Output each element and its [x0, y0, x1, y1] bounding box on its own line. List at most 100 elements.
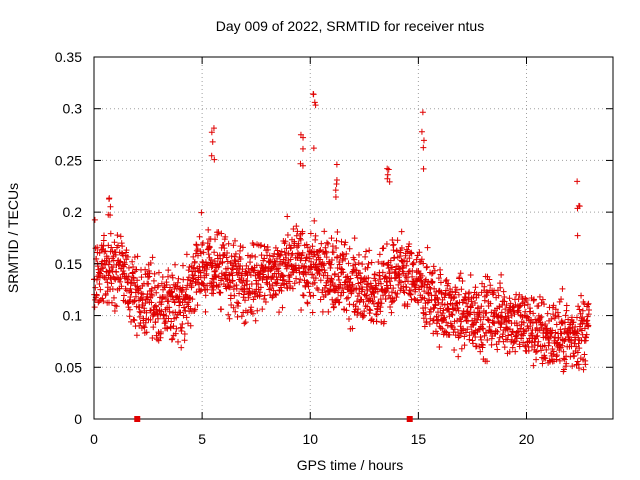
data-point	[97, 268, 104, 275]
data-point	[515, 328, 522, 335]
data-point	[573, 314, 580, 321]
data-point	[215, 229, 222, 236]
data-point	[497, 284, 504, 291]
data-point	[470, 330, 477, 337]
data-point	[148, 285, 155, 292]
data-point	[338, 238, 345, 245]
data-point	[217, 289, 224, 296]
data-point	[514, 308, 521, 315]
data-point	[259, 306, 266, 313]
data-point	[481, 283, 488, 290]
data-point	[506, 348, 513, 355]
data-point	[189, 296, 196, 303]
data-point	[243, 262, 250, 269]
data-point	[288, 252, 295, 259]
data-point	[422, 311, 429, 318]
data-point	[93, 292, 100, 299]
data-point	[291, 280, 298, 287]
data-point	[448, 322, 455, 329]
y-tick-label: 0.2	[63, 204, 83, 220]
data-point	[318, 240, 325, 247]
data-point	[380, 245, 387, 252]
data-point	[208, 152, 215, 159]
x-tick-label: 5	[198, 431, 206, 447]
data-point	[299, 145, 306, 152]
data-point	[150, 324, 157, 331]
data-point	[441, 314, 448, 321]
data-point	[442, 287, 449, 294]
data-point	[537, 321, 544, 328]
data-point	[229, 272, 236, 279]
data-point	[310, 292, 317, 299]
data-point	[522, 295, 529, 302]
data-point	[390, 247, 397, 254]
data-point	[179, 284, 186, 291]
data-point	[99, 295, 106, 302]
data-point	[191, 272, 198, 279]
data-point	[413, 256, 420, 263]
data-point	[549, 327, 556, 334]
data-point	[546, 339, 553, 346]
data-point	[580, 366, 587, 373]
data-point	[449, 301, 456, 308]
data-point	[569, 363, 576, 370]
data-point	[365, 274, 372, 281]
data-point	[443, 319, 450, 326]
data-point	[169, 274, 176, 281]
data-point	[162, 318, 169, 325]
data-point	[111, 275, 118, 282]
data-point	[521, 302, 528, 309]
data-point	[380, 260, 387, 267]
data-point	[577, 310, 584, 317]
data-point	[563, 307, 570, 314]
data-point	[150, 277, 157, 284]
data-point	[175, 338, 182, 345]
data-point	[249, 252, 256, 259]
data-point	[205, 251, 212, 258]
data-point	[351, 235, 358, 242]
data-point	[336, 277, 342, 284]
data-point	[385, 285, 392, 292]
data-point	[217, 255, 224, 262]
data-point	[311, 99, 318, 106]
data-point	[215, 273, 222, 280]
data-point	[464, 326, 471, 333]
data-point	[270, 287, 277, 294]
data-point	[454, 305, 461, 312]
data-point	[316, 248, 323, 255]
data-point	[208, 129, 215, 136]
data-point	[303, 241, 310, 248]
data-point	[371, 293, 378, 300]
data-point	[384, 278, 391, 285]
data-point	[306, 255, 313, 262]
data-point	[401, 289, 408, 296]
data-point	[152, 303, 159, 310]
data-point	[362, 253, 369, 260]
data-point	[200, 249, 207, 256]
data-point	[332, 187, 339, 194]
data-point	[495, 292, 502, 299]
data-point	[458, 286, 465, 293]
data-point	[173, 314, 180, 321]
data-point	[393, 294, 400, 301]
data-point	[125, 273, 132, 280]
data-point	[542, 355, 549, 362]
data-point	[327, 264, 334, 271]
data-point	[297, 131, 304, 138]
data-point	[236, 290, 243, 297]
data-point	[271, 250, 278, 257]
x-axis-label: GPS time / hours	[297, 457, 404, 473]
data-point	[334, 265, 341, 272]
data-point	[561, 366, 568, 373]
x-tick-label: 10	[302, 431, 318, 447]
data-point	[494, 346, 501, 353]
data-point	[312, 232, 319, 239]
data-point	[181, 337, 188, 344]
data-point	[185, 274, 192, 281]
data-point	[368, 259, 375, 266]
data-point	[543, 346, 550, 353]
data-point	[585, 322, 592, 329]
data-point	[389, 236, 396, 243]
data-point	[258, 242, 265, 249]
data-point	[149, 292, 156, 299]
